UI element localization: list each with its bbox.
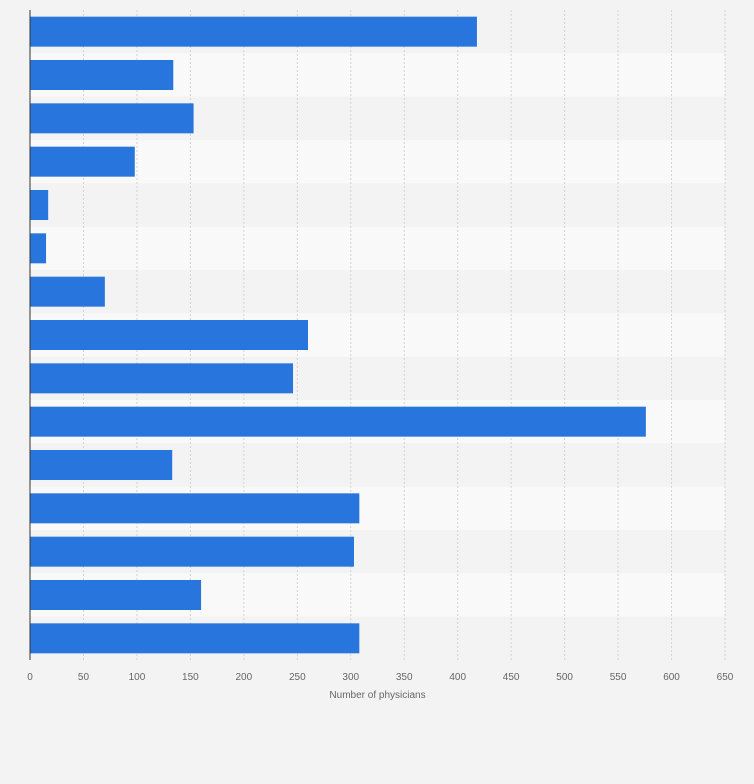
bar[interactable] bbox=[30, 190, 49, 220]
bar[interactable] bbox=[30, 406, 646, 437]
x-tick-label: 350 bbox=[396, 672, 413, 683]
row-band bbox=[30, 270, 725, 314]
x-tick-label: 250 bbox=[289, 672, 306, 683]
x-tick-labels: 0 50 100 150 200 250 300 350 400 450 500 550 600 650 bbox=[27, 672, 734, 683]
bar[interactable] bbox=[30, 233, 47, 264]
x-tick-label: 450 bbox=[503, 672, 520, 683]
row-band bbox=[30, 226, 725, 270]
bar[interactable] bbox=[30, 493, 360, 524]
x-tick-label: 550 bbox=[610, 672, 627, 683]
bar[interactable] bbox=[30, 16, 477, 47]
x-tick-label: 100 bbox=[129, 672, 146, 683]
bar[interactable] bbox=[30, 536, 354, 567]
x-tick-label: 600 bbox=[663, 672, 680, 683]
x-tick-label: 500 bbox=[556, 672, 573, 683]
bar[interactable] bbox=[30, 320, 308, 350]
row-band bbox=[30, 183, 725, 227]
x-tick-label: 200 bbox=[236, 672, 253, 683]
bar[interactable] bbox=[30, 60, 174, 90]
bar[interactable] bbox=[30, 450, 173, 480]
bar[interactable] bbox=[30, 146, 135, 177]
x-tick-label: 400 bbox=[449, 672, 466, 683]
row-band bbox=[30, 140, 725, 184]
x-tick-label: 150 bbox=[182, 672, 199, 683]
bar[interactable] bbox=[30, 363, 294, 394]
bars bbox=[30, 16, 646, 654]
x-tick-label: 650 bbox=[717, 672, 734, 683]
bar[interactable] bbox=[30, 623, 360, 654]
bar[interactable] bbox=[30, 580, 202, 610]
x-axis-label: Number of physicians bbox=[329, 690, 425, 701]
bar[interactable] bbox=[30, 276, 105, 307]
x-tick-label: 300 bbox=[342, 672, 359, 683]
x-tick-label: 0 bbox=[27, 672, 33, 683]
bar[interactable] bbox=[30, 103, 194, 134]
x-tick-label: 50 bbox=[78, 672, 90, 683]
